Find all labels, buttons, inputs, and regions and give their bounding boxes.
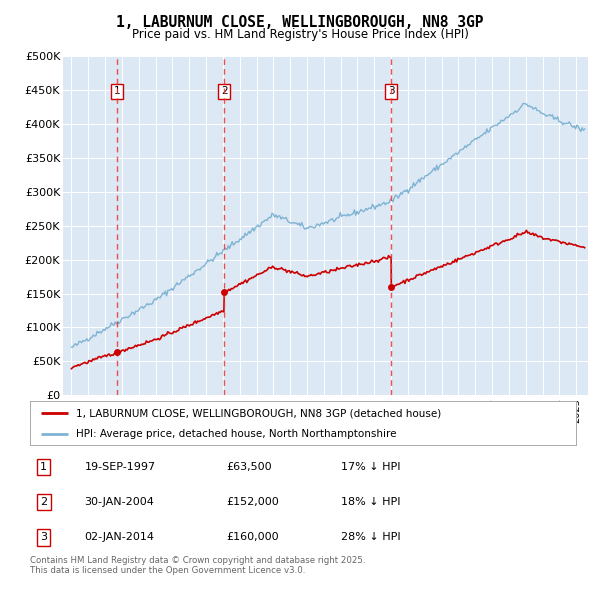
Text: 02-JAN-2014: 02-JAN-2014 (85, 532, 155, 542)
Text: 1: 1 (40, 462, 47, 472)
Text: 3: 3 (388, 86, 395, 96)
Text: £152,000: £152,000 (227, 497, 280, 507)
Text: 30-JAN-2004: 30-JAN-2004 (85, 497, 154, 507)
Text: 1: 1 (114, 86, 121, 96)
Text: 18% ↓ HPI: 18% ↓ HPI (341, 497, 401, 507)
Text: 28% ↓ HPI: 28% ↓ HPI (341, 532, 401, 542)
Text: 2: 2 (40, 497, 47, 507)
Text: £160,000: £160,000 (227, 532, 279, 542)
Text: 3: 3 (40, 532, 47, 542)
Text: 17% ↓ HPI: 17% ↓ HPI (341, 462, 401, 472)
Text: Contains HM Land Registry data © Crown copyright and database right 2025.
This d: Contains HM Land Registry data © Crown c… (30, 556, 365, 575)
Text: HPI: Average price, detached house, North Northamptonshire: HPI: Average price, detached house, Nort… (76, 430, 397, 440)
Text: 1, LABURNUM CLOSE, WELLINGBOROUGH, NN8 3GP (detached house): 1, LABURNUM CLOSE, WELLINGBOROUGH, NN8 3… (76, 408, 442, 418)
Text: £63,500: £63,500 (227, 462, 272, 472)
Text: 2: 2 (221, 86, 227, 96)
Text: Price paid vs. HM Land Registry's House Price Index (HPI): Price paid vs. HM Land Registry's House … (131, 28, 469, 41)
Text: 19-SEP-1997: 19-SEP-1997 (85, 462, 156, 472)
Text: 1, LABURNUM CLOSE, WELLINGBOROUGH, NN8 3GP: 1, LABURNUM CLOSE, WELLINGBOROUGH, NN8 3… (116, 15, 484, 30)
